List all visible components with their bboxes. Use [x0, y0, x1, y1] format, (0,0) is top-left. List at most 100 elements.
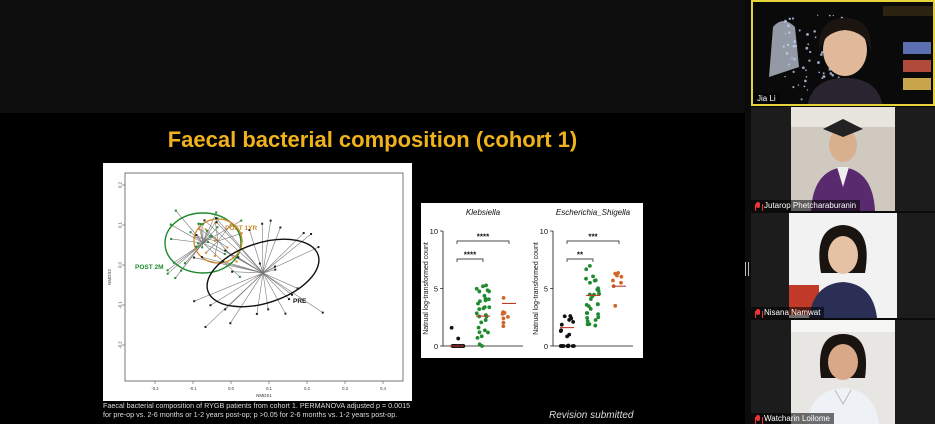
- nmds-point: [274, 268, 277, 271]
- nmds-point: [198, 227, 201, 230]
- slide-title: Faecal bacterial composition (cohort 1): [167, 127, 578, 152]
- dot-plot-point: [613, 303, 618, 308]
- panel-resize-handle[interactable]: [745, 262, 749, 276]
- dot-plot-ytick-label: 0: [434, 342, 438, 351]
- nmds-point: [223, 253, 226, 256]
- nmds-point: [215, 217, 218, 220]
- nmds-spoke: [262, 232, 304, 274]
- nmds-point: [197, 242, 200, 245]
- particle-dot: [801, 66, 805, 70]
- particle-dot: [813, 30, 816, 33]
- participant-tile[interactable]: Watcharin Loilome: [751, 320, 935, 424]
- significance-label: ***: [588, 233, 598, 242]
- significance-bracket: [566, 240, 620, 244]
- dot-plot-ylabel: Natrual log-transformed count: [423, 242, 430, 335]
- dot-plot-point: [588, 297, 593, 301]
- particle-dot: [793, 40, 797, 43]
- muted-mic-icon: [755, 308, 763, 318]
- nmds-spoke: [194, 272, 264, 302]
- particle-dot: [822, 75, 826, 79]
- nmds-point: [216, 226, 219, 229]
- nmds-point: [229, 322, 232, 325]
- dot-plot-point: [596, 286, 600, 291]
- dot-plot-point: [475, 335, 480, 340]
- dot-plot-point: [483, 318, 488, 322]
- dot-plot-title: Escherichia_Shigella: [556, 208, 631, 217]
- nmds-spoke: [262, 220, 271, 274]
- nmds-spoke: [217, 233, 242, 242]
- dot-plot-ytick-label: 5: [434, 285, 438, 294]
- dot-plot-ytick-label: 10: [430, 227, 438, 236]
- particle-dot: [791, 57, 793, 59]
- nmds-point: [197, 222, 200, 225]
- dot-plot-point: [587, 263, 592, 268]
- nmds-svg: -0.2 -0.1 0.0 0.1 0.2 0.3 0.4 0.2 0.1 0.0 -0.1 -0.…: [107, 172, 404, 398]
- dot-plot-point: [483, 328, 487, 333]
- dot-plot-ytick-label: 0: [544, 342, 548, 351]
- dot-plot-point: [476, 325, 481, 330]
- dot-plots-panel: Klebsiella 0 5 10 Natrual log-transformed co…: [421, 203, 643, 358]
- nmds-spoke: [173, 242, 204, 263]
- nmds-spoke: [217, 224, 231, 242]
- significance-label: ****: [477, 233, 490, 242]
- nmds-point: [169, 223, 172, 226]
- dot-plot-point: [585, 322, 590, 327]
- particle-dot: [817, 61, 820, 64]
- video-feed-watcharin: [791, 320, 895, 424]
- nmds-spoke: [200, 223, 204, 244]
- dot-plot-point: [596, 315, 601, 320]
- dot-plot-point: [501, 320, 506, 325]
- nmds-point: [231, 270, 234, 273]
- particle-dot: [793, 57, 796, 61]
- particle-dot: [806, 89, 809, 91]
- shared-screen-slide: Faecal bacterial composition (cohort 1) …: [0, 113, 745, 424]
- dot-plot-point: [500, 311, 505, 316]
- nmds-point: [174, 209, 177, 212]
- particle-dot: [784, 19, 787, 23]
- dot-plot-point: [596, 302, 600, 307]
- particle-dot: [791, 17, 795, 20]
- particle-dot: [820, 51, 824, 54]
- particle-dot: [803, 85, 806, 88]
- nmds-point: [192, 256, 195, 259]
- nmds-point: [207, 241, 210, 244]
- nmds-ytick-label: 0.1: [118, 221, 123, 227]
- dot-plot-point: [585, 319, 590, 323]
- dot-plot-point: [562, 314, 567, 319]
- dot-plot-point: [481, 306, 486, 311]
- dot-plot-point: [613, 271, 618, 276]
- participant-name: Jia Li: [757, 94, 776, 103]
- particle-dot: [822, 72, 825, 75]
- video-feed-jia-li: [753, 2, 933, 104]
- dot-plot-point: [486, 330, 490, 335]
- dot-plot-title: Klebsiella: [466, 208, 501, 217]
- participant-tile-active[interactable]: Jia Li: [751, 0, 935, 106]
- nmds-spoke: [210, 272, 264, 306]
- dot-plot-point: [597, 291, 602, 296]
- dot-plot-point: [565, 344, 570, 348]
- nmds-spoke: [262, 246, 319, 274]
- nmds-spoke: [262, 272, 298, 289]
- nmds-spoke: [217, 240, 228, 248]
- nmds-point: [269, 219, 272, 222]
- nmds-point: [274, 265, 277, 268]
- nmds-point: [226, 246, 229, 249]
- muted-mic-icon: [755, 201, 763, 211]
- particle-dot: [786, 43, 790, 47]
- participant-tile[interactable]: Nisana Namwat: [751, 213, 935, 318]
- nmds-point: [209, 235, 212, 238]
- nmds-spoke: [180, 242, 204, 271]
- nmds-spoke: [217, 240, 237, 262]
- participant-tile[interactable]: Jutarop Phetcharaburanin: [751, 107, 935, 211]
- significance-label: ****: [464, 251, 477, 260]
- nmds-point: [240, 219, 243, 222]
- nmds-point: [200, 256, 203, 259]
- dot-plot-point: [593, 323, 598, 328]
- particle-dot: [808, 59, 811, 62]
- dot-plot-point: [588, 307, 593, 311]
- muted-mic-icon: [755, 414, 763, 424]
- nmds-point: [229, 223, 232, 226]
- pre-ellipse: [206, 238, 320, 308]
- nmds-point: [174, 276, 177, 279]
